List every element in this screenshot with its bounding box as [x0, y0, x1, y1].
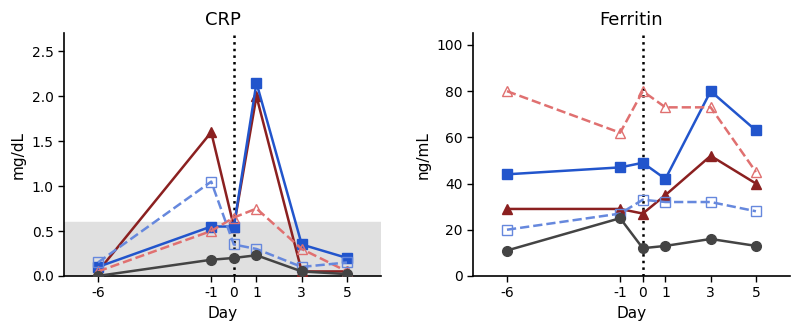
Bar: [64, 222, 381, 276]
Y-axis label: ng/mL: ng/mL: [416, 131, 431, 179]
X-axis label: Day: Day: [617, 306, 646, 321]
Y-axis label: mg/dL: mg/dL: [11, 131, 26, 179]
Title: CRP: CRP: [204, 11, 240, 29]
Title: Ferritin: Ferritin: [600, 11, 663, 29]
X-axis label: Day: Day: [207, 306, 238, 321]
